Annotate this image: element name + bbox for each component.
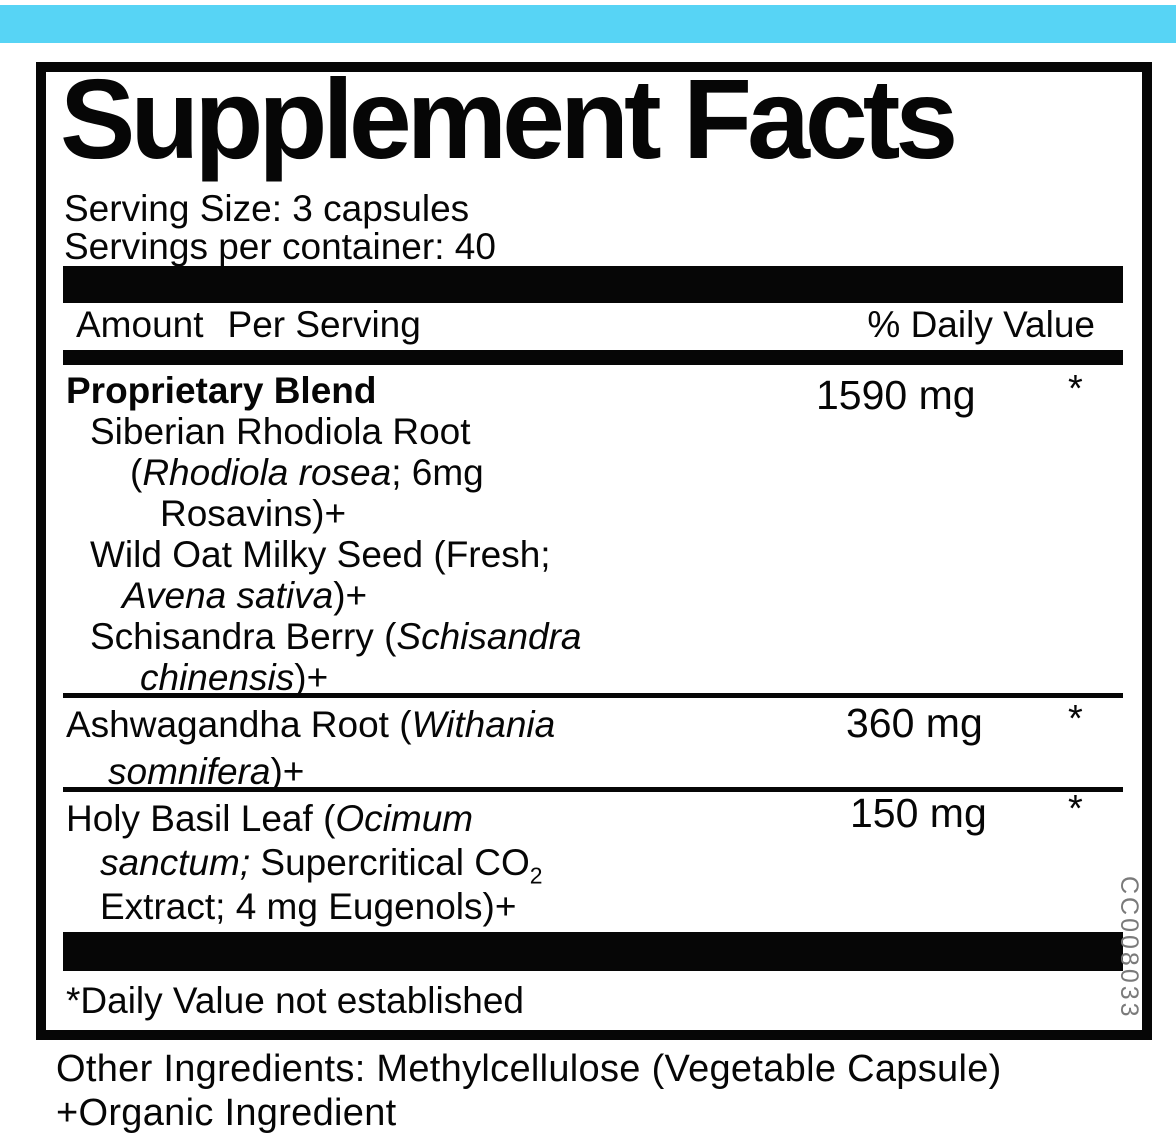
ingredient-siberian-rhodiola-line1: Siberian Rhodiola Root [90,411,471,452]
common-name: Ashwagandha Root ( [66,704,412,745]
ingredient-schisandra-line1: Schisandra Berry (Schisandra [90,618,582,655]
top-accent-bar [0,5,1176,43]
servings-per-container: Servings per container: 40 [64,226,496,267]
panel-title: Supplement Facts [60,56,958,182]
row-ashwagandha-dv: * [1068,698,1083,740]
row-holy-basil-amount: 150 mg [850,790,987,836]
daily-value-footnote: *Daily Value not established [66,980,524,1021]
facts-panel-border [36,62,1152,1040]
latin-name: somnifera [108,751,271,792]
header-amount: Amount [76,304,204,345]
latin-name: Ocimum [335,798,474,839]
ingredient-siberian-rhodiola-line3: Rosavins)+ [160,493,347,534]
row-proprietary-blend-amount: 1590 mg [816,372,976,418]
ingredient-schisandra-line2: chinensis)+ [140,659,328,696]
latin-name: sanctum; [100,842,251,883]
other-ingredients: Other Ingredients: Methylcellulose (Vege… [56,1048,1002,1090]
line-mid: Supercritical CO [250,842,530,883]
row-separator-1 [63,693,1123,698]
organic-ingredient-note: +Organic Ingredient [56,1092,397,1134]
column-header-daily-value: % Daily Value [867,304,1095,345]
header-per-serving: Per Serving [227,304,421,345]
latin-name: Avena sativa [122,575,334,616]
latin-name: Rhodiola rosea [142,452,392,493]
divider-bar-thick-bottom [63,932,1123,971]
line-tail: ; 6mg [391,452,484,493]
row-proprietary-blend-dv: * [1068,368,1083,410]
divider-bar-thick-top [63,266,1123,303]
divider-bar-below-header [63,350,1123,365]
row-holy-basil-line3: Extract; 4 mg Eugenols)+ [100,886,517,927]
row-holy-basil-dv: * [1068,788,1083,830]
co2-subscript: 2 [529,862,543,889]
paren: ( [130,452,143,493]
latin-name: Withania [411,704,556,745]
row-ashwagandha-line1: Ashwagandha Root (Withania [66,706,555,743]
row-holy-basil-line2: sanctum; Supercritical CO2 [100,842,543,887]
ingredient-wild-oat-line2: Avena sativa)+ [122,577,367,614]
lot-code-vertical: CC008033 [1115,876,1143,1020]
latin-name: chinensis [140,657,295,698]
common-name: Holy Basil Leaf ( [66,798,336,839]
row-proprietary-blend-name: Proprietary Blend [66,370,377,411]
latin-name: Schisandra [396,616,582,657]
row-separator-2 [63,787,1123,792]
serving-size: Serving Size: 3 capsules [64,188,470,229]
row-holy-basil-line1: Holy Basil Leaf (Ocimum [66,800,473,837]
common-name: Schisandra Berry ( [90,616,397,657]
line-tail: )+ [294,657,329,698]
ingredient-siberian-rhodiola-line2: (Rhodiola rosea; 6mg [130,454,484,491]
line-tail: )+ [270,751,305,792]
column-header-amount-per-serving: Amount Per Serving [76,306,421,343]
row-ashwagandha-line2: somnifera)+ [108,753,304,790]
ingredient-wild-oat-line1: Wild Oat Milky Seed (Fresh; [90,534,551,575]
line-tail: )+ [333,575,368,616]
row-ashwagandha-amount: 360 mg [846,700,983,746]
